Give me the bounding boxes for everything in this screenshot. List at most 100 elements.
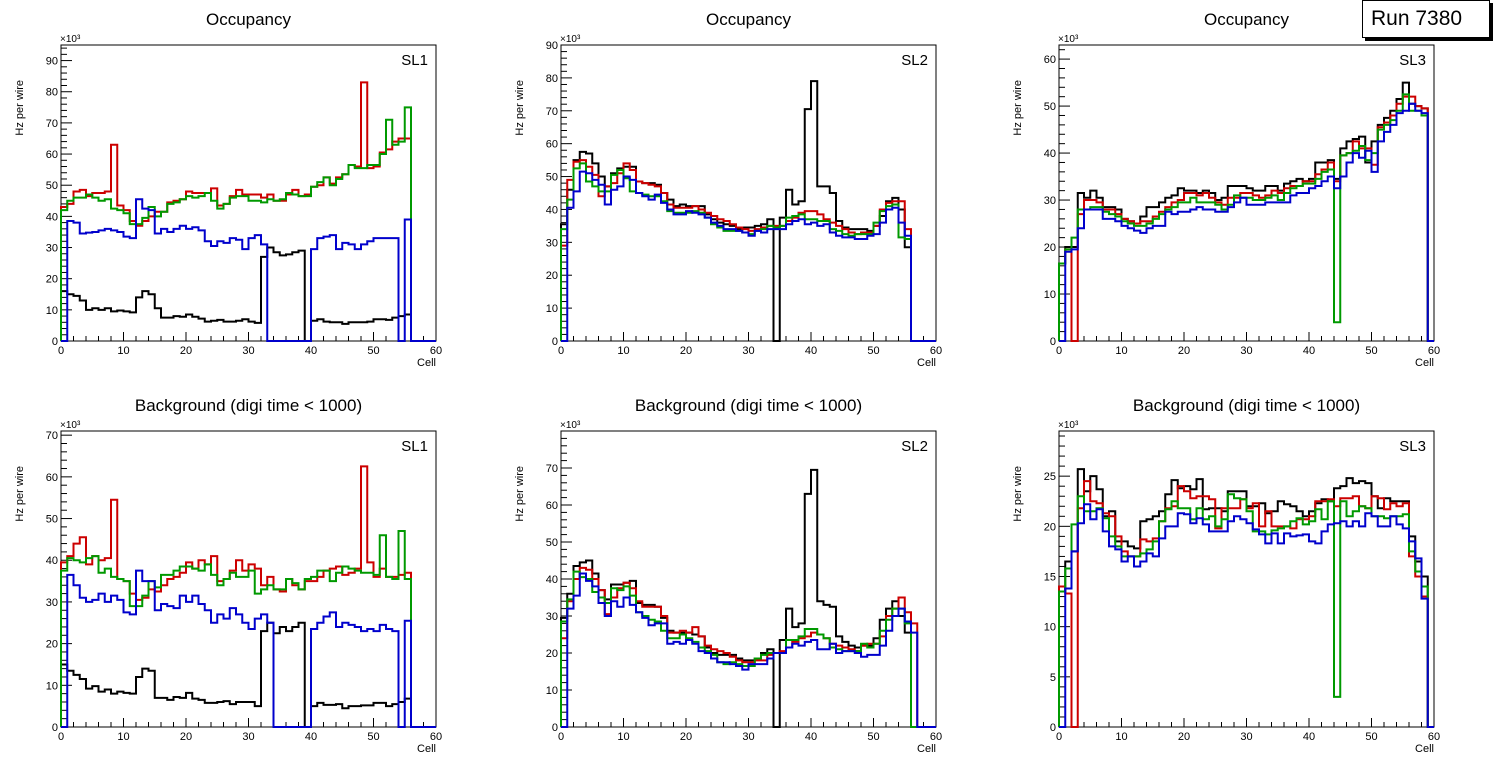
- y-tick-label: 20: [1044, 242, 1056, 254]
- x-tick-label: 10: [117, 731, 129, 743]
- x-tick-label: 30: [242, 731, 254, 743]
- series-green: [1058, 493, 1434, 728]
- x-tick-label: 60: [430, 345, 442, 357]
- y-axis-label: Hz per wire: [14, 466, 26, 522]
- y-tick-label: 40: [546, 574, 558, 586]
- x-tick-label: 50: [1365, 345, 1377, 357]
- y-tick-label: 60: [1044, 54, 1056, 66]
- x-tick-label: 0: [58, 345, 64, 357]
- y-tick-label: 0: [552, 722, 558, 734]
- series-blue: [561, 170, 936, 342]
- y-tick-label: 40: [46, 555, 58, 567]
- y-axis-label: Hz per wire: [514, 80, 526, 136]
- x-axis-label: Cell: [417, 743, 436, 755]
- x-tick-label: 40: [305, 345, 317, 357]
- y-tick-label: 20: [546, 648, 558, 660]
- superlayer-label: SL1: [401, 438, 428, 455]
- superlayer-label: SL3: [1399, 52, 1426, 69]
- y-tick-label: 0: [552, 336, 558, 348]
- y-tick-label: 0: [1050, 722, 1056, 734]
- y-tick-label: 70: [546, 106, 558, 118]
- y-tick-label: 20: [46, 639, 58, 651]
- y-exponent-label: ×10³: [60, 420, 81, 431]
- x-tick-label: 20: [680, 731, 692, 743]
- y-tick-label: 30: [1044, 195, 1056, 207]
- y-tick-label: 10: [1044, 289, 1056, 301]
- y-tick-label: 10: [46, 305, 58, 317]
- x-tick-label: 40: [805, 731, 817, 743]
- y-tick-label: 50: [46, 180, 58, 192]
- panel-title: Occupancy: [206, 10, 292, 29]
- run-label-box: Run 7380: [1362, 0, 1490, 38]
- panel-3: Occupancy SL3 Hz per wire Cell ×10³ 0 10 20 30 40…: [1012, 10, 1440, 369]
- x-tick-label: 20: [1178, 731, 1190, 743]
- y-tick-label: 5: [1050, 672, 1056, 684]
- x-tick-label: 50: [367, 345, 379, 357]
- x-tick-label: 10: [617, 345, 629, 357]
- y-tick-label: 50: [546, 172, 558, 184]
- x-axis-label: Cell: [1415, 357, 1434, 369]
- y-tick-label: 90: [546, 40, 558, 52]
- x-tick-label: 60: [1428, 345, 1440, 357]
- y-tick-label: 20: [46, 274, 58, 286]
- x-tick-label: 60: [1428, 731, 1440, 743]
- y-tick-label: 50: [1044, 101, 1056, 113]
- series-green: [60, 106, 436, 342]
- y-tick-label: 30: [46, 243, 58, 255]
- x-tick-label: 50: [367, 731, 379, 743]
- panel-5: Background (digi time < 1000) SL2 Hz per w…: [514, 396, 942, 755]
- panel-6: Background (digi time < 1000) SL3 Hz per w…: [1012, 396, 1440, 755]
- series-black: [60, 621, 436, 728]
- panel-2: Occupancy SL2 Hz per wire Cell ×10³ 0 10 20 30 40…: [514, 10, 942, 369]
- y-tick-label: 60: [546, 500, 558, 512]
- series-blue: [1059, 503, 1434, 728]
- series-blue: [1059, 102, 1434, 342]
- y-tick-label: 30: [546, 237, 558, 249]
- y-tick-label: 70: [546, 463, 558, 475]
- y-tick-label: 80: [546, 73, 558, 85]
- y-exponent-label: ×10³: [560, 34, 581, 45]
- y-tick-label: 30: [546, 611, 558, 623]
- superlayer-label: SL3: [1399, 438, 1426, 455]
- superlayer-label: SL2: [901, 438, 928, 455]
- panel-title: Background (digi time < 1000): [1133, 396, 1360, 415]
- x-tick-label: 10: [117, 345, 129, 357]
- x-axis-label: Cell: [917, 743, 936, 755]
- y-tick-label: 50: [46, 514, 58, 526]
- x-tick-label: 30: [742, 345, 754, 357]
- x-tick-label: 0: [58, 731, 64, 743]
- y-tick-label: 10: [546, 685, 558, 697]
- superlayer-label: SL1: [401, 52, 428, 69]
- y-tick-label: 70: [46, 118, 58, 130]
- y-tick-label: 0: [52, 722, 58, 734]
- y-axis-label: Hz per wire: [14, 80, 26, 136]
- x-tick-label: 20: [180, 345, 192, 357]
- y-exponent-label: ×10³: [60, 34, 81, 45]
- superlayer-label: SL2: [901, 52, 928, 69]
- y-tick-label: 20: [1044, 521, 1056, 533]
- x-tick-label: 40: [1303, 345, 1315, 357]
- panel-1: Occupancy SL1 Hz per wire Cell ×10³ 0 10 20 30 40…: [14, 10, 442, 369]
- y-exponent-label: ×10³: [1058, 34, 1079, 45]
- y-axis-label: Hz per wire: [1012, 80, 1024, 136]
- x-tick-label: 50: [1365, 731, 1377, 743]
- x-tick-label: 40: [1303, 731, 1315, 743]
- run-label: Run 7380: [1371, 7, 1463, 30]
- x-axis-label: Cell: [417, 357, 436, 369]
- x-tick-label: 20: [680, 345, 692, 357]
- x-tick-label: 30: [242, 345, 254, 357]
- x-tick-label: 60: [430, 731, 442, 743]
- plot-frame: [560, 430, 937, 728]
- y-tick-label: 15: [1044, 571, 1056, 583]
- y-axis-label: Hz per wire: [1012, 466, 1024, 522]
- y-tick-label: 60: [46, 472, 58, 484]
- x-tick-label: 40: [805, 345, 817, 357]
- y-tick-label: 90: [46, 56, 58, 68]
- x-tick-label: 60: [930, 345, 942, 357]
- x-tick-label: 50: [867, 731, 879, 743]
- series-black: [60, 246, 436, 342]
- series-green: [60, 530, 436, 728]
- y-tick-label: 40: [546, 204, 558, 216]
- y-tick-label: 50: [546, 537, 558, 549]
